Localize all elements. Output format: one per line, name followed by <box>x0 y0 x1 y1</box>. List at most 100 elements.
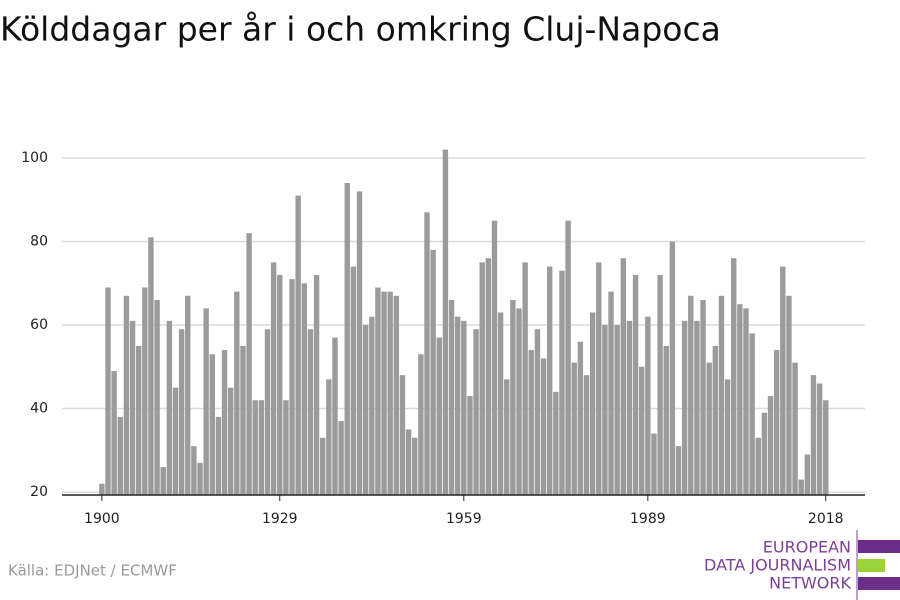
bar <box>657 274 663 495</box>
bar <box>491 220 498 495</box>
bar <box>639 366 645 495</box>
bar <box>663 345 669 495</box>
bar <box>761 412 768 495</box>
y-tick-label: 40 <box>30 401 48 417</box>
bar <box>185 295 191 495</box>
bar <box>191 446 197 495</box>
bar <box>356 191 363 496</box>
bar <box>798 479 804 495</box>
bar <box>430 249 436 495</box>
bar <box>571 362 577 495</box>
bar <box>326 379 332 495</box>
bar <box>350 266 357 495</box>
bar <box>528 350 534 495</box>
bar <box>135 345 142 495</box>
bar <box>608 291 614 495</box>
bar <box>731 258 737 495</box>
bar <box>295 195 301 495</box>
bar <box>816 383 823 495</box>
bar <box>418 354 424 495</box>
bar <box>307 329 314 495</box>
y-tick-label: 80 <box>30 234 48 250</box>
bar <box>166 320 173 495</box>
bar <box>510 299 516 495</box>
bar <box>399 375 406 495</box>
bar <box>283 400 289 495</box>
bar <box>522 262 528 495</box>
bar <box>540 358 547 495</box>
bar <box>669 241 676 495</box>
bar <box>264 329 271 495</box>
bar <box>724 379 731 495</box>
x-tick-label: 2018 <box>808 511 844 527</box>
x-tick-label: 1959 <box>446 511 482 527</box>
bar <box>675 446 682 495</box>
bar <box>197 462 203 495</box>
bar <box>338 421 344 495</box>
bar <box>405 429 412 495</box>
bar <box>626 320 633 495</box>
bar <box>148 237 154 496</box>
logo-bar <box>858 559 885 572</box>
bar <box>436 337 442 495</box>
bar <box>712 345 719 495</box>
bar <box>810 375 817 495</box>
bar <box>589 312 596 495</box>
logo-bar <box>858 577 900 590</box>
bar <box>553 391 559 495</box>
bar <box>577 341 584 495</box>
bar <box>270 262 277 495</box>
bar <box>172 387 179 495</box>
bar <box>479 262 485 495</box>
bar <box>289 279 295 495</box>
bar <box>154 299 160 495</box>
bar <box>546 266 553 495</box>
bar <box>227 387 234 495</box>
bar <box>737 304 743 495</box>
bar <box>497 312 504 495</box>
bar <box>688 295 694 495</box>
bar <box>620 258 627 495</box>
bar <box>258 400 265 495</box>
bar <box>614 325 620 495</box>
bar <box>424 212 430 495</box>
bar <box>681 320 688 495</box>
x-tick-label: 1989 <box>630 511 666 527</box>
bar <box>565 220 571 495</box>
bar <box>780 266 786 495</box>
bar <box>387 291 393 495</box>
bar <box>504 379 510 495</box>
bar <box>632 274 639 495</box>
bar <box>123 295 130 495</box>
bar <box>694 320 700 495</box>
bar <box>246 233 252 495</box>
bar <box>461 320 467 495</box>
bar <box>743 308 749 495</box>
bar <box>369 316 375 495</box>
bar <box>786 295 792 495</box>
bar <box>105 287 111 495</box>
bar <box>473 329 479 495</box>
bar <box>602 325 608 495</box>
bar <box>117 416 123 495</box>
bar <box>277 274 283 495</box>
bar <box>381 291 387 495</box>
x-tick-label: 1900 <box>84 511 120 527</box>
bar <box>706 362 712 495</box>
bar <box>700 299 706 495</box>
bar <box>160 467 166 495</box>
bar <box>362 325 369 495</box>
bar <box>344 183 350 495</box>
bar <box>645 316 651 495</box>
bar <box>203 308 209 495</box>
bar <box>485 258 492 495</box>
y-tick-label: 100 <box>21 150 48 166</box>
x-tick-label: 1929 <box>262 511 298 527</box>
bar <box>375 287 381 495</box>
bar <box>111 370 117 495</box>
bar <box>221 350 228 495</box>
bar <box>448 299 455 495</box>
logo-text: DATA JOURNALISM <box>704 556 851 575</box>
bar <box>442 149 449 495</box>
